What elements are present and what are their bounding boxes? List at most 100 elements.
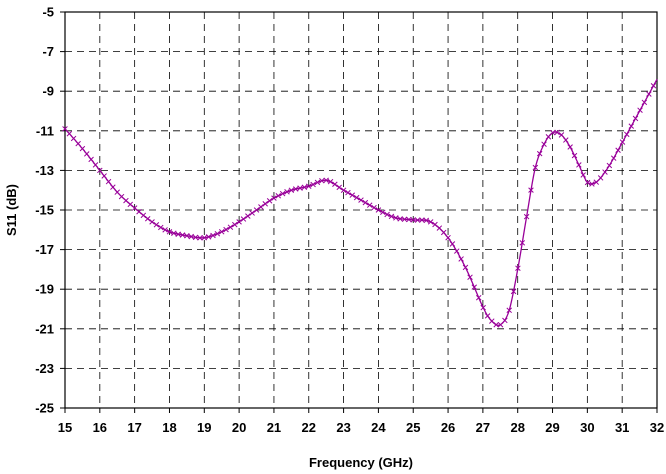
data-point-marker — [467, 274, 473, 280]
data-point-marker — [489, 318, 495, 324]
data-point-marker — [136, 208, 142, 215]
data-point-marker — [571, 152, 578, 159]
data-point-marker — [297, 185, 303, 191]
data-point-marker — [602, 169, 608, 175]
data-point-marker — [536, 150, 543, 157]
data-point-marker — [245, 213, 251, 219]
data-point-marker — [480, 304, 486, 311]
data-point-marker — [423, 217, 430, 224]
data-point-marker — [192, 234, 199, 241]
data-point-marker — [393, 215, 399, 221]
data-point-marker — [131, 205, 138, 211]
data-point-marker — [288, 187, 295, 193]
data-point-marker — [284, 189, 290, 195]
data-point-marker — [253, 207, 260, 213]
data-point-marker — [327, 178, 334, 185]
data-point-marker — [171, 230, 177, 236]
x-tick-label: 25 — [406, 420, 420, 435]
data-point-marker — [414, 217, 421, 223]
x-tick-label: 20 — [232, 420, 246, 435]
data-point-marker — [610, 155, 617, 161]
x-tick-label: 21 — [267, 420, 281, 435]
y-axis-ticks: -5 -7 -9 -11 -13 -15 -17 -19 -21 -23 -25 — [35, 5, 65, 416]
data-point-marker — [388, 213, 395, 220]
data-point-marker — [179, 232, 186, 238]
data-point-marker — [471, 284, 478, 290]
data-point-marker — [484, 313, 491, 319]
data-point-marker — [497, 321, 504, 328]
data-point-marker — [232, 221, 238, 228]
data-point-marker — [628, 123, 635, 129]
data-point-marker — [332, 181, 338, 188]
data-point-marker — [214, 230, 221, 237]
data-point-marker — [445, 234, 451, 241]
data-point-marker — [436, 225, 443, 231]
data-point-marker — [366, 202, 373, 208]
data-point-marker — [114, 189, 120, 195]
data-point-marker — [92, 162, 99, 168]
x-tick-label: 18 — [162, 420, 176, 435]
data-point-marker — [266, 198, 273, 204]
data-point-marker — [127, 201, 134, 208]
data-point-marker — [475, 294, 482, 301]
data-point-marker — [427, 219, 434, 225]
data-point-marker — [123, 197, 129, 204]
data-point-marker — [358, 197, 364, 203]
data-point-marker — [432, 221, 438, 228]
y-axis-title: S11 (dB) — [4, 184, 19, 236]
data-point-marker — [637, 107, 643, 113]
data-point-marker — [101, 173, 107, 179]
data-point-marker — [515, 265, 521, 271]
y-tick-label: -9 — [42, 84, 54, 99]
y-tick-label: -21 — [35, 321, 54, 336]
data-point-marker — [79, 145, 86, 152]
data-point-marker — [275, 193, 282, 199]
data-point-marker — [258, 204, 264, 210]
x-tick-label: 28 — [510, 420, 524, 435]
y-tick-label: -5 — [42, 5, 54, 20]
data-point-marker — [218, 229, 225, 235]
data-point-marker — [345, 189, 351, 196]
x-tick-label: 16 — [93, 420, 107, 435]
x-tick-label: 19 — [197, 420, 211, 435]
x-tick-label: 17 — [127, 420, 141, 435]
data-point-marker — [371, 204, 377, 211]
data-point-marker — [462, 264, 469, 271]
data-point-marker — [118, 193, 125, 200]
data-point-marker — [75, 140, 81, 147]
data-point-marker — [580, 172, 586, 178]
y-tick-label: -19 — [35, 282, 54, 297]
data-point-marker — [650, 82, 657, 89]
data-point-marker — [340, 187, 347, 193]
data-point-marker — [554, 129, 560, 136]
x-tick-label: 29 — [545, 420, 559, 435]
data-point-marker — [201, 234, 208, 241]
data-point-marker — [410, 217, 416, 223]
data-point-marker — [97, 167, 103, 174]
data-point-marker — [70, 135, 77, 142]
data-point-marker — [519, 240, 526, 246]
data-point-marker — [502, 317, 508, 324]
data-point-marker — [454, 248, 460, 254]
data-point-marker — [493, 321, 499, 328]
data-point-marker — [323, 177, 329, 184]
data-point-marker — [506, 307, 512, 314]
data-point-marker — [197, 235, 203, 241]
x-tick-label: 32 — [650, 420, 664, 435]
data-point-marker — [262, 201, 268, 207]
data-point-marker — [210, 232, 216, 239]
data-point-marker — [510, 288, 517, 295]
data-point-marker — [84, 151, 90, 157]
data-point-marker — [349, 192, 356, 198]
series-s11 — [62, 79, 658, 328]
data-point-marker — [362, 199, 369, 206]
data-point-marker — [292, 186, 299, 192]
data-point-marker — [458, 256, 464, 262]
y-tick-label: -25 — [35, 401, 54, 416]
x-axis-title: Frequency (GHz) — [309, 455, 413, 470]
data-point-marker — [558, 132, 565, 138]
data-point-marker — [279, 190, 286, 197]
data-point-marker — [188, 233, 194, 240]
data-point-marker — [624, 131, 630, 138]
